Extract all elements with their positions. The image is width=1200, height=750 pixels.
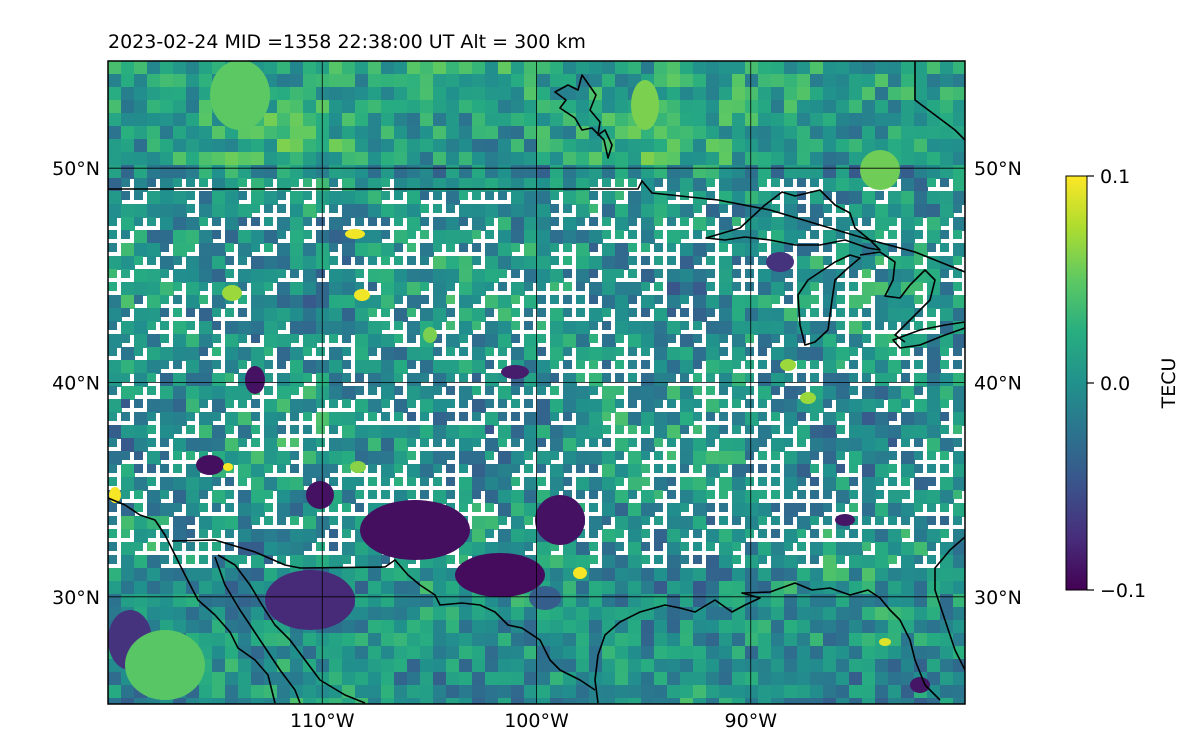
map-area	[108, 61, 965, 704]
tec-heatmap	[108, 61, 965, 704]
hudson-bay-coast	[554, 74, 613, 159]
latitude-labels-right: 50°N 40°N 30°N	[974, 158, 1022, 609]
us-canada-border	[108, 180, 965, 273]
colorbar-tick-label: 0.0	[1100, 373, 1130, 395]
colorbar-ticks: 0.1 0.0 −0.1	[1087, 166, 1146, 602]
gulf-coast	[594, 582, 941, 704]
colorbar-tick-label: −0.1	[1100, 580, 1146, 602]
colorbar-tick-label: 0.1	[1100, 166, 1130, 188]
coastlines	[108, 61, 965, 704]
pacific-coast	[108, 497, 276, 704]
lake-erie-shore	[892, 321, 965, 349]
atlantic-coast	[934, 536, 965, 671]
lat-tick-label: 50°N	[974, 158, 1022, 180]
lat-tick-label: 40°N	[974, 373, 1022, 395]
baja-california-coast	[214, 556, 301, 704]
lat-tick-label: 50°N	[52, 158, 100, 180]
gulf-of-california-coast	[217, 554, 366, 704]
map-title: 2023-02-24 MID =1358 22:38:00 UT Alt = 3…	[108, 31, 586, 53]
colorbar-gradient	[1065, 175, 1088, 591]
latitude-labels-left: 50°N 40°N 30°N	[52, 158, 100, 609]
map-frame	[107, 60, 966, 705]
lake-michigan-shore	[797, 254, 861, 346]
gridlines	[108, 61, 965, 704]
lat-tick-label: 40°N	[52, 373, 100, 395]
colorbar: 0.1 0.0 −0.1 TECU	[1065, 166, 1180, 602]
lat-tick-label: 30°N	[974, 587, 1022, 609]
lon-tick-label: 110°W	[290, 710, 355, 732]
northeast-coast	[914, 61, 965, 141]
lake-superior-shore	[705, 189, 881, 251]
longitude-labels: 110°W 100°W 90°W	[290, 710, 777, 732]
lon-tick-label: 100°W	[504, 710, 569, 732]
lake-huron-shore	[859, 251, 936, 343]
lon-tick-label: 90°W	[725, 710, 778, 732]
us-mexico-border	[171, 539, 596, 691]
lat-tick-label: 30°N	[52, 587, 100, 609]
colorbar-label: TECU	[1158, 358, 1180, 410]
